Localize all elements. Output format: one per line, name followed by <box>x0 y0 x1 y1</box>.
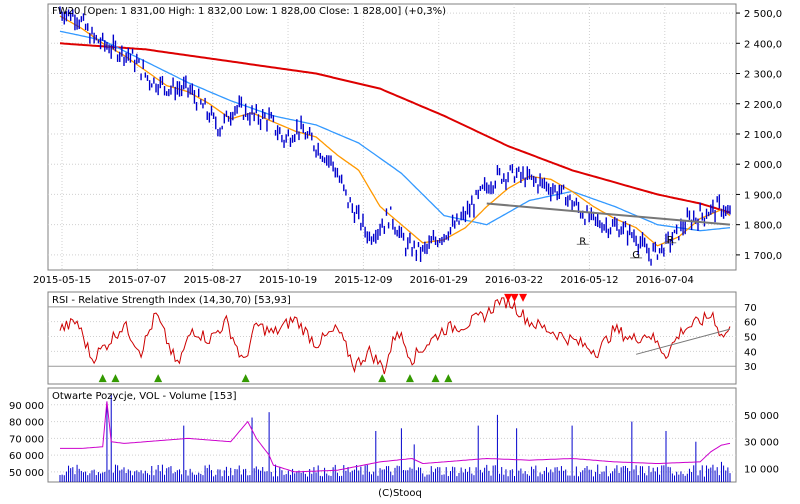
price-trendline <box>486 202 731 226</box>
rsi-buy-marker <box>111 374 120 383</box>
open-interest-tick-label: 80 000 <box>9 418 44 429</box>
volume-tick-label: 10 000 <box>744 465 779 476</box>
annotation-label: G <box>632 250 640 261</box>
x-tick-label: 2015-05-15 <box>33 275 91 286</box>
open-interest-line <box>60 401 731 473</box>
rsi-tick-label: 30 <box>744 362 757 373</box>
rsi-tick-label: 60 <box>744 318 757 329</box>
open-interest-tick-label: 50 000 <box>9 468 44 479</box>
open-interest-tick-label: 90 000 <box>9 401 44 412</box>
price-tick-label: 2 400,0 <box>744 39 782 50</box>
annotation-label: R <box>667 235 674 246</box>
price-panel-frame <box>47 3 737 271</box>
x-tick-label: 2016-01-29 <box>410 275 468 286</box>
volume-panel: 90 000 80 000 70 000 60 000 50 000 50 000 30 0… <box>9 387 779 483</box>
price-tick-label: 2 100,0 <box>744 130 782 141</box>
rsi-panel: 70 60 50 40 30 <box>47 291 757 385</box>
x-tick-label: 2016-07-04 <box>636 275 694 286</box>
ma-long-line <box>59 42 731 214</box>
x-tick-label: 2015-10-19 <box>259 275 317 286</box>
price-tick-label: 1 800,0 <box>744 221 782 232</box>
price-tick-label: 1 900,0 <box>744 190 782 201</box>
price-tick-label: 2 200,0 <box>744 100 782 111</box>
x-tick-label: 2016-03-22 <box>485 275 543 286</box>
volume-panel-title: Otwarte Pozycje, VOL - Volume [153] <box>52 391 237 402</box>
volume-tick-label: 50 000 <box>744 411 779 422</box>
rsi-sell-marker <box>519 293 528 302</box>
rsi-sell-marker <box>510 293 519 302</box>
volume-panel-frame <box>47 387 737 483</box>
price-tick-label: 2 000,0 <box>744 160 782 171</box>
volume-tick-label: 30 000 <box>744 438 779 449</box>
ma-short-line <box>59 15 731 247</box>
rsi-trendline <box>635 328 731 355</box>
rsi-panel-title: RSI - Relative Strength Index (14,30,70)… <box>52 295 291 306</box>
rsi-buy-marker <box>241 374 250 383</box>
annotation-label: R <box>579 236 586 247</box>
rsi-tick-label: 40 <box>744 347 757 358</box>
rsi-buy-marker <box>154 374 163 383</box>
x-tick-label: 2016-05-12 <box>560 275 618 286</box>
price-tick-label: 2 500,0 <box>744 9 782 20</box>
open-interest-tick-label: 70 000 <box>9 434 44 445</box>
rsi-tick-label: 50 <box>744 333 757 344</box>
rsi-tick-label: 70 <box>744 303 757 314</box>
rsi-buy-marker <box>444 374 453 383</box>
rsi-buy-marker <box>405 374 414 383</box>
price-panel-title: FW20 [Open: 1 831,00 High: 1 832,00 Low:… <box>52 6 446 17</box>
price-tick-label: 1 700,0 <box>744 251 782 262</box>
open-interest-tick-label: 60 000 <box>9 451 44 462</box>
price-tick-label: 2 300,0 <box>744 70 782 81</box>
rsi-buy-marker <box>431 374 440 383</box>
x-tick-label: 2015-08-27 <box>184 275 242 286</box>
price-panel: 2 500,0 2 400,0 2 300,0 2 200,0 2 100,0 2 000… <box>33 3 782 286</box>
rsi-buy-marker <box>378 374 387 383</box>
ma-mid-line <box>59 30 731 232</box>
rsi-sell-marker <box>504 293 513 302</box>
rsi-line <box>59 297 731 375</box>
x-tick-label: 2015-07-07 <box>108 275 166 286</box>
x-tick-label: 2015-12-09 <box>334 275 392 286</box>
rsi-buy-marker <box>98 374 107 383</box>
footer-credit: (C)Stooq <box>378 488 422 499</box>
